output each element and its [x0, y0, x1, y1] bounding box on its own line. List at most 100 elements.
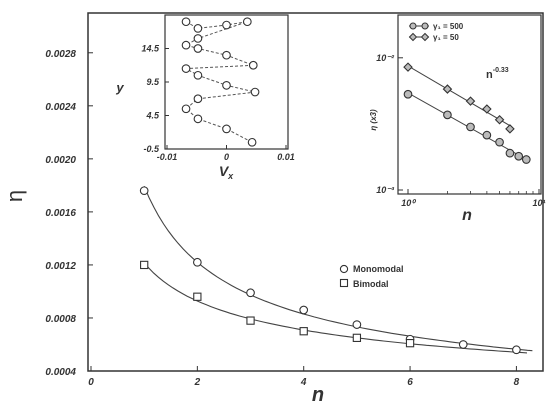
main-plot-frame: [87, 12, 544, 372]
y-tick-label: 0.0012: [45, 261, 76, 272]
inset-right-fit-line: [407, 65, 511, 127]
legend-marker-monomodal: [339, 264, 349, 274]
inset-left-data-point: [181, 64, 191, 73]
main-y-axis-label: η: [2, 190, 27, 202]
inset-left-x-label: Vx: [219, 163, 234, 181]
x-tick-label: 4: [300, 377, 307, 388]
inset-right-y-label: η (x3): [369, 109, 378, 131]
inset-right-data-point: [514, 151, 524, 161]
inset-right-legend: γ₁ = 500 γ₁ = 50: [408, 22, 464, 42]
legend-marker-g500-b: [421, 22, 429, 30]
main-fit-lines: [143, 185, 533, 354]
inset-left-axes: -0.01 0 0.01 -0.5 4.5 9.5 14.5: [141, 44, 294, 163]
legend-marker-bimodal: [339, 278, 349, 288]
inset-right-x-tick-label: 10⁰: [401, 198, 416, 208]
main-legend: Monomodal Bimodal: [339, 264, 404, 289]
main-x-axis: 0 2 4 6 8: [88, 366, 520, 388]
x-tick-label: 6: [407, 377, 413, 388]
inset-left-x-label-sub: x: [227, 171, 234, 181]
inset-right-data-point: [482, 130, 492, 140]
inset-left-data-point: [193, 44, 203, 53]
fit-line-bimodal: [143, 262, 528, 354]
inset-left-y-tick-label: 9.5: [146, 77, 160, 87]
inset-right-data-point: [521, 155, 531, 164]
inset-right-data-point: [403, 62, 413, 72]
inset-right-x-tick-label: 10¹: [532, 198, 545, 208]
inset-left-x-tick-label: 0: [224, 152, 229, 162]
inset-right-data-point: [443, 110, 452, 120]
inset-left-x-tick-label: 0.01: [277, 152, 295, 162]
inset-left-data-point: [181, 17, 191, 27]
inset-left-data-point: [193, 70, 203, 80]
data-point-bimodal: [405, 339, 415, 348]
data-point-monomodal: [193, 257, 202, 267]
inset-left-data-point: [222, 80, 231, 90]
y-tick-label: 0.0028: [45, 49, 76, 60]
inset-right-annotation: n-0.33: [486, 67, 509, 81]
inset-right-x-label: n: [462, 207, 472, 224]
data-point-monomodal: [512, 345, 521, 355]
inset-left-y-label: y: [115, 80, 124, 95]
inset-left-y-tick-label: 14.5: [141, 44, 160, 54]
inset-left-data-point: [181, 40, 191, 50]
y-tick-label: 0.0020: [45, 155, 76, 166]
data-point-monomodal: [299, 305, 309, 315]
inset-right-data-point: [482, 104, 492, 114]
data-point-monomodal: [458, 340, 468, 349]
inset-right-data-point: [495, 137, 504, 147]
inset-left-data-point: [222, 124, 231, 134]
inset-left-data-point: [222, 20, 231, 30]
annotation-base: n: [486, 69, 493, 81]
inset-right-y-tick-label: 10⁻³: [376, 185, 395, 195]
inset-left-y-tick-label: 4.5: [145, 111, 160, 121]
fit-line-monomodal: [143, 185, 533, 352]
legend-label-bimodal: Bimodal: [353, 279, 389, 289]
inset-left-y-tick-label: -0.5: [143, 144, 160, 154]
data-point-bimodal: [193, 292, 202, 301]
x-tick-label: 2: [194, 377, 201, 388]
main-x-axis-label: n: [312, 384, 324, 404]
data-point-monomodal: [139, 186, 149, 196]
data-point-bimodal: [352, 333, 362, 343]
legend-label-g50: γ₁ = 50: [433, 33, 459, 42]
inset-left-data-point: [248, 60, 258, 70]
y-tick-label: 0.0008: [45, 314, 76, 325]
y-tick-label: 0.0004: [45, 367, 76, 378]
inset-left-data-point: [193, 114, 203, 124]
inset-left-data-point: [193, 24, 203, 33]
legend-label-monomodal: Monomodal: [353, 264, 404, 274]
inset-right-y-tick-label: 10⁻²: [376, 53, 395, 63]
inset-right-data-point: [505, 148, 515, 158]
legend-marker-g50-b: [420, 32, 430, 42]
inset-left-data-point: [242, 17, 252, 27]
data-point-bimodal: [140, 260, 149, 270]
data-point-monomodal: [246, 288, 255, 298]
inset-right-markers: [403, 62, 531, 164]
inset-right-data-point: [403, 89, 413, 99]
annotation-exponent: -0.33: [493, 67, 509, 74]
legend-marker-g500: [409, 22, 417, 30]
main-y-axis: 0.0004 0.0008 0.0012 0.0016 0.0020 0.0024 0.00…: [45, 49, 93, 378]
data-point-monomodal: [352, 320, 362, 329]
x-tick-label: 0: [88, 377, 94, 388]
inset-left-data-point: [250, 87, 260, 97]
inset-left-x-label-main: V: [219, 163, 230, 179]
y-tick-label: 0.0016: [45, 208, 76, 219]
inset-right-data-point: [442, 84, 453, 94]
inset-left-data-point: [222, 50, 231, 60]
inset-left-data-point: [193, 34, 203, 43]
inset-right-data-point: [466, 122, 475, 132]
inset-right-data-point: [505, 124, 515, 134]
inset-right-axes: 10⁰ 10¹ 10⁻² 10⁻³: [376, 53, 545, 208]
inset-left-data-point: [181, 104, 191, 114]
inset-right-data-point: [465, 96, 476, 106]
legend-marker-g50: [408, 32, 418, 42]
x-tick-label: 8: [514, 377, 520, 388]
inset-left-x-tick-label: -0.01: [157, 152, 178, 162]
inset-left-data-point: [193, 94, 203, 104]
inset-left-data-point: [247, 137, 257, 147]
legend-label-g500: γ₁ = 500: [433, 22, 464, 31]
inset-left-markers: [181, 17, 260, 147]
data-point-bimodal: [299, 327, 308, 336]
